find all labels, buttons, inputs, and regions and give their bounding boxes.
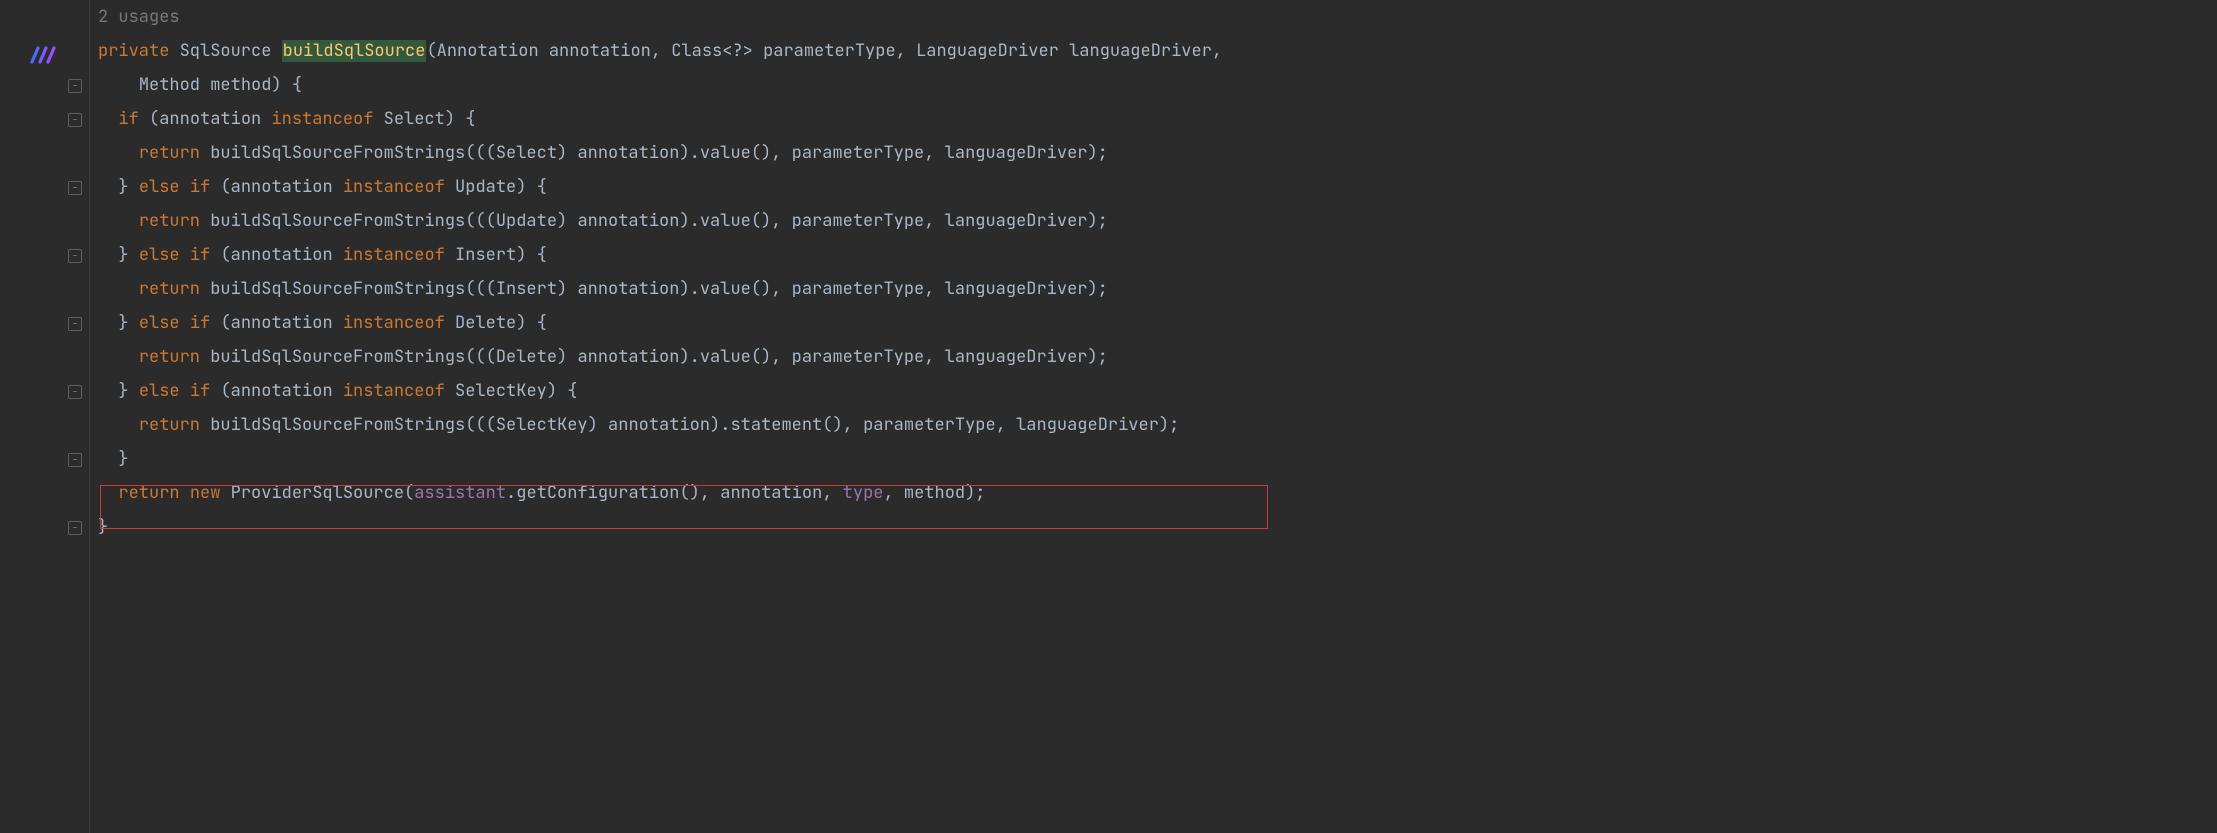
fold-marker-icon[interactable]: [68, 249, 82, 263]
code-editor: 2 usages private SqlSource buildSqlSourc…: [0, 0, 2217, 833]
fold-marker-icon[interactable]: [68, 453, 82, 467]
editor-gutter: [0, 0, 90, 833]
code-line[interactable]: } else if (annotation instanceof Delete)…: [98, 306, 2217, 340]
code-line[interactable]: private SqlSource buildSqlSource(Annotat…: [98, 34, 2217, 68]
code-line[interactable]: } else if (annotation instanceof Insert)…: [98, 238, 2217, 272]
code-line[interactable]: return new ProviderSqlSource(assistant.g…: [98, 476, 2217, 510]
code-line[interactable]: return buildSqlSourceFromStrings(((Selec…: [98, 136, 2217, 170]
usages-hint[interactable]: 2 usages: [98, 0, 2217, 34]
fold-marker-icon[interactable]: [68, 521, 82, 535]
code-content[interactable]: 2 usages private SqlSource buildSqlSourc…: [90, 0, 2217, 833]
fold-marker-icon[interactable]: [68, 317, 82, 331]
code-line[interactable]: } else if (annotation instanceof SelectK…: [98, 374, 2217, 408]
code-line[interactable]: return buildSqlSourceFromStrings(((Inser…: [98, 272, 2217, 306]
code-line[interactable]: return buildSqlSourceFromStrings(((Selec…: [98, 408, 2217, 442]
ai-assist-icon[interactable]: [28, 44, 60, 66]
code-line[interactable]: Method method) {: [98, 68, 2217, 102]
code-line[interactable]: if (annotation instanceof Select) {: [98, 102, 2217, 136]
fold-marker-icon[interactable]: [68, 113, 82, 127]
fold-marker-icon[interactable]: [68, 385, 82, 399]
code-line[interactable]: }: [98, 510, 2217, 544]
fold-marker-icon[interactable]: [68, 79, 82, 93]
code-line[interactable]: return buildSqlSourceFromStrings(((Updat…: [98, 204, 2217, 238]
fold-marker-icon[interactable]: [68, 181, 82, 195]
code-line[interactable]: return buildSqlSourceFromStrings(((Delet…: [98, 340, 2217, 374]
code-line[interactable]: }: [98, 442, 2217, 476]
code-line[interactable]: } else if (annotation instanceof Update)…: [98, 170, 2217, 204]
